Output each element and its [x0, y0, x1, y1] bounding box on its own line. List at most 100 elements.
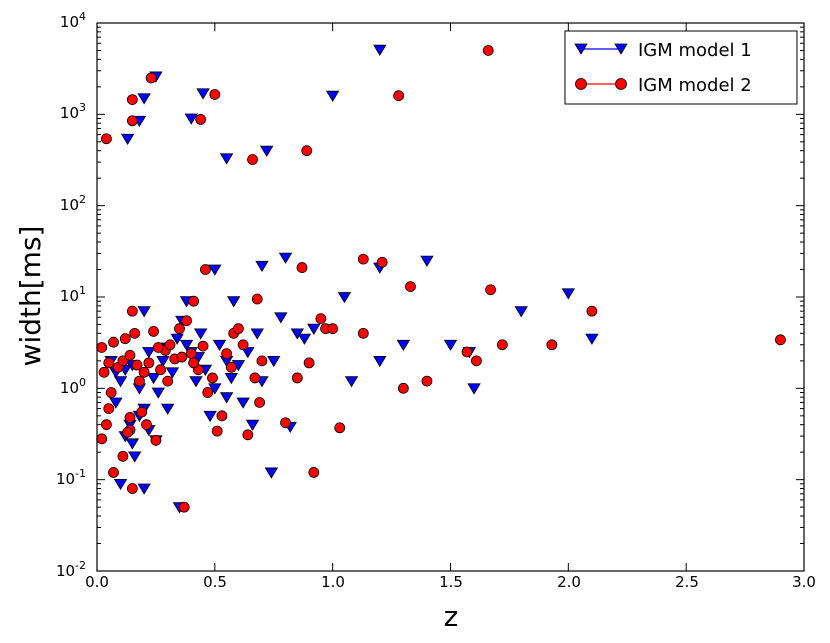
data-point-model-2 — [251, 293, 263, 305]
data-point-model-2 — [145, 72, 157, 84]
data-point-model-2 — [216, 410, 228, 422]
y-tick-label: 104 — [60, 10, 86, 31]
data-point-model-2 — [134, 375, 145, 387]
data-point-model-1 — [373, 355, 387, 368]
data-point-model-1 — [514, 306, 528, 318]
data-point-model-2 — [155, 364, 167, 376]
y-tick-label: 102 — [60, 193, 86, 214]
data-point-model-2 — [152, 342, 164, 353]
data-point-model-2 — [357, 253, 369, 265]
data-point-model-1 — [467, 383, 481, 395]
x-axis-title: z — [444, 600, 459, 633]
data-point-model-2 — [301, 145, 313, 157]
legend-label-model-2: IGM model 2 — [638, 75, 752, 96]
axis-ticks — [96, 22, 805, 572]
data-point-model-1 — [245, 419, 260, 431]
data-point-model-2 — [126, 305, 138, 317]
data-point-model-2 — [195, 114, 207, 125]
data-point-model-1 — [337, 292, 352, 304]
data-point-model-2 — [103, 403, 115, 414]
series-2 — [96, 45, 786, 513]
data-point-model-1 — [325, 90, 340, 102]
data-point-model-1 — [264, 467, 279, 479]
data-point-model-1 — [208, 383, 222, 395]
data-point-model-2 — [126, 115, 138, 127]
data-point-model-1 — [297, 333, 312, 345]
data-point-model-1 — [193, 328, 208, 340]
data-point-model-2 — [96, 433, 108, 445]
x-tick-label: 1.0 — [321, 573, 345, 591]
data-point-model-2 — [586, 305, 598, 317]
data-point-model-2 — [129, 327, 141, 339]
data-point-model-1 — [224, 373, 239, 385]
data-point-model-2 — [249, 372, 261, 384]
data-point-model-2 — [291, 372, 303, 384]
data-point-model-1 — [151, 387, 165, 399]
data-point-model-1 — [278, 252, 293, 264]
data-point-model-1 — [274, 312, 288, 324]
data-point-model-2 — [221, 348, 233, 360]
data-point-model-2 — [327, 323, 339, 335]
data-point-model-1 — [125, 438, 140, 450]
data-point-model-2 — [131, 359, 143, 371]
data-point-model-2 — [141, 419, 152, 431]
data-point-model-2 — [376, 256, 388, 268]
data-point-model-2 — [96, 342, 108, 353]
data-point-model-2 — [164, 339, 176, 351]
data-point-model-1 — [170, 333, 184, 345]
data-point-model-2 — [117, 450, 129, 462]
data-point-model-1 — [184, 113, 198, 125]
x-tick-label: 0.0 — [85, 573, 109, 591]
data-points — [96, 44, 786, 514]
data-point-model-2 — [98, 366, 110, 378]
data-point-model-2 — [775, 334, 786, 346]
data-point-model-2 — [103, 357, 115, 369]
data-point-model-1 — [420, 255, 434, 267]
data-point-model-1 — [203, 410, 217, 423]
data-point-model-2 — [393, 90, 405, 102]
data-point-model-2 — [174, 323, 185, 335]
data-point-model-2 — [546, 339, 558, 351]
data-point-model-2 — [122, 426, 134, 438]
data-point-model-1 — [142, 347, 156, 359]
data-point-model-2 — [232, 323, 244, 335]
data-point-model-1 — [156, 355, 170, 368]
data-point-model-1 — [236, 397, 250, 409]
data-point-model-1 — [226, 296, 241, 308]
data-point-model-1 — [179, 339, 194, 352]
data-point-model-2 — [124, 412, 136, 423]
data-point-model-1 — [128, 451, 142, 463]
y-tick-label: 10-2 — [56, 559, 86, 580]
data-point-model-2 — [108, 467, 119, 478]
data-point-model-2 — [485, 284, 496, 296]
data-point-model-2 — [200, 264, 211, 275]
data-point-model-1 — [137, 306, 151, 318]
x-tick-label: 2.5 — [675, 573, 699, 591]
data-point-model-1 — [443, 339, 458, 352]
data-point-model-2 — [197, 340, 209, 352]
x-tick-label: 3.0 — [792, 573, 816, 591]
plot-frame — [96, 22, 805, 572]
data-point-model-2 — [136, 406, 148, 418]
data-point-model-1 — [113, 376, 128, 388]
data-point-model-1 — [267, 355, 281, 368]
data-point-model-1 — [259, 145, 274, 157]
legend-entry-model-2: IGM model 2 — [575, 75, 752, 96]
data-point-model-2 — [148, 326, 159, 337]
data-point-model-2 — [256, 355, 268, 367]
data-point-model-1 — [120, 133, 135, 146]
y-tick-label: 10-1 — [56, 467, 86, 488]
data-point-model-2 — [119, 333, 131, 345]
data-point-model-2 — [188, 357, 200, 369]
legend-marker-model-2 — [575, 78, 587, 90]
data-point-model-1 — [137, 93, 151, 105]
data-point-model-1 — [241, 347, 255, 359]
data-point-model-2 — [143, 357, 155, 369]
data-point-model-1 — [396, 339, 411, 352]
data-point-model-2 — [124, 349, 136, 361]
data-point-model-2 — [254, 397, 266, 408]
data-point-model-2 — [397, 382, 409, 394]
data-point-model-1 — [189, 376, 203, 388]
data-point-model-2 — [176, 351, 188, 363]
x-tick-label: 0.5 — [203, 573, 227, 591]
